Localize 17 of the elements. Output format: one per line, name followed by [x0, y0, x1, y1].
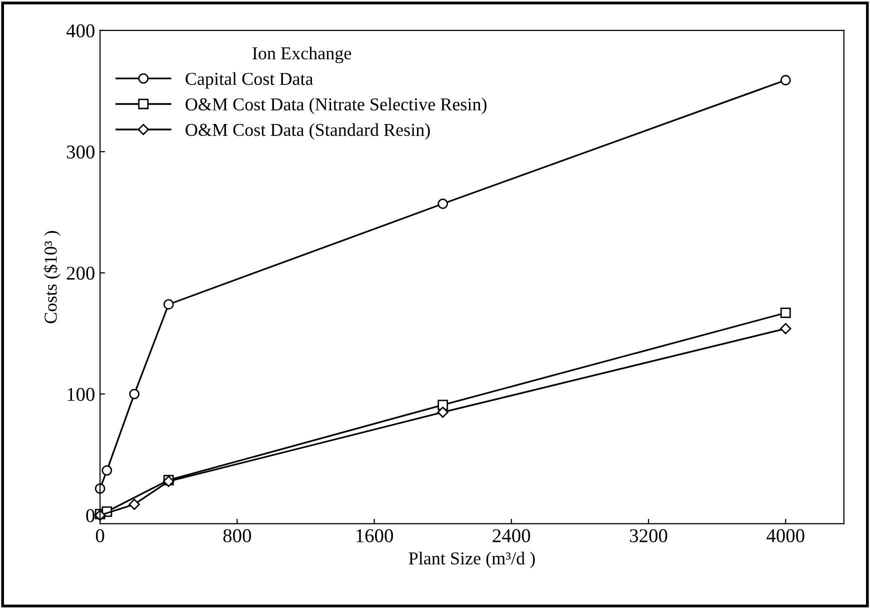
- x-tick-label: 1600: [356, 529, 393, 542]
- y-tick-label: 0: [86, 509, 94, 522]
- x-tick-label: 2400: [492, 529, 530, 542]
- legend-label: O&M Cost Data (Standard Resin): [186, 123, 430, 140]
- x-tick-label: 0: [96, 529, 104, 542]
- y-tick-label: 400: [66, 24, 94, 38]
- x-axis-title: Plant Size (m³/d ): [408, 552, 535, 568]
- x-tick-label: 4000: [766, 529, 804, 542]
- legend-label: Capital Cost Data: [186, 72, 314, 89]
- x-tick-label: 800: [223, 529, 252, 542]
- x-tick-label: 3200: [630, 529, 668, 542]
- y-tick-label: 100: [68, 388, 94, 401]
- y-tick-label: 300: [66, 145, 94, 159]
- y-axis-title: Costs ($10³ ): [44, 231, 60, 324]
- y-tick-label: 200: [66, 266, 94, 280]
- legend-title: Ion Exchange: [252, 46, 352, 64]
- legend-label: O&M Cost Data (Nitrate Selective Resin): [186, 98, 486, 114]
